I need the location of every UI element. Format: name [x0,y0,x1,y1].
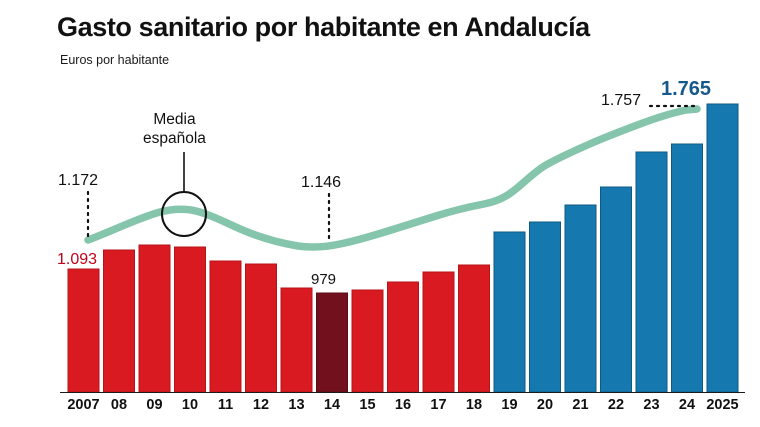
x-axis-label-19: 19 [501,397,518,413]
bar-24 [671,143,703,393]
bar-19 [493,231,526,393]
x-axis-label-13: 13 [288,397,305,413]
bar-10 [174,246,206,393]
bar-16 [387,281,419,393]
x-axis-label-09: 09 [146,397,163,413]
x-axis-label-2025: 2025 [706,397,739,413]
annotation-line-start-value: 1.172 [58,172,99,189]
x-axis-label-21: 21 [572,397,589,413]
bar-12 [245,263,277,393]
annotation-media-espanola: Media española [143,110,206,148]
bar-15 [351,289,384,393]
bar-14 [316,292,348,393]
annotation-line-end-value: 1.757 [601,92,642,109]
bar-11 [209,260,242,393]
bar-20 [529,221,561,393]
x-axis-label-10: 10 [181,397,199,413]
bar-23 [635,151,668,393]
annotation-line-min-value: 1.146 [301,174,342,191]
x-axis-label-18: 18 [465,397,483,413]
x-axis-label-15: 15 [359,397,376,413]
annotation-dark-bar-value: 979 [311,271,337,288]
bar-21 [564,204,597,393]
x-axis-label-24: 24 [678,397,696,413]
x-axis-label-2007: 2007 [67,397,100,413]
bar-09 [138,244,171,393]
bar-22 [600,186,632,393]
x-axis-label-16: 16 [394,397,412,413]
x-axis-label-08: 08 [110,397,128,413]
x-axis-label-11: 11 [217,397,234,413]
x-axis-label-12: 12 [252,397,270,413]
annotation-media-line1: Media [153,111,196,128]
x-axis-label-14: 14 [323,397,341,413]
bar-2007 [67,268,100,393]
chart-subtitle: Euros por habitante [60,53,170,67]
x-axis-label-17: 17 [430,397,447,413]
bar-18 [458,264,490,393]
annotation-last-bar-value: 1.765 [661,78,712,100]
page-title: Gasto sanitario por habitante en Andaluc… [57,12,590,42]
bar-08 [103,249,135,393]
x-axis-label-20: 20 [536,397,554,413]
bars-group [67,103,739,393]
x-axis-label-23: 23 [643,397,660,413]
annotation-first-bar-value: 1.093 [57,251,98,268]
bar-13 [280,287,313,393]
bar-17 [422,271,455,393]
bar-2025 [706,103,739,393]
media-espanola-line [84,105,701,251]
annotation-media-line2: española [143,130,206,147]
x-axis-label-22: 22 [607,397,625,413]
